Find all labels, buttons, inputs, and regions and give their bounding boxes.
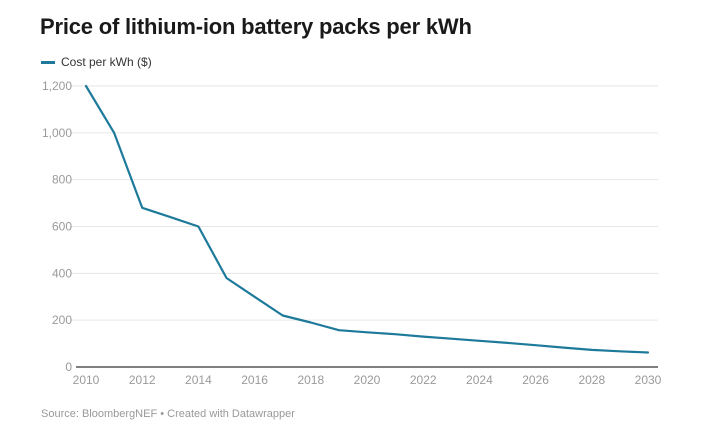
x-tick-label: 2016 bbox=[241, 373, 268, 387]
data-point bbox=[254, 296, 256, 298]
chart-title: Price of lithium-ion battery packs per k… bbox=[40, 14, 472, 39]
source-note: Source: BloombergNEF • Created with Data… bbox=[41, 408, 295, 420]
x-tick-label: 2022 bbox=[410, 373, 437, 387]
data-point bbox=[366, 331, 368, 333]
data-point bbox=[310, 321, 312, 323]
x-tick-label: 2024 bbox=[466, 373, 493, 387]
y-tick-label: 400 bbox=[52, 266, 72, 280]
y-tick-label: 200 bbox=[52, 313, 72, 327]
data-point bbox=[422, 335, 424, 337]
gridlines bbox=[70, 85, 658, 321]
data-point bbox=[282, 314, 284, 316]
data-point bbox=[535, 344, 537, 346]
data-point bbox=[169, 216, 171, 218]
y-tick-label: 600 bbox=[52, 220, 72, 234]
data-point bbox=[506, 342, 508, 344]
y-tick-label: 1,200 bbox=[42, 79, 72, 93]
y-axis-ticks: 0 200 400 600 800 1,000 1,200 bbox=[42, 79, 72, 374]
y-tick-label: 1,000 bbox=[42, 126, 72, 140]
x-tick-label: 2030 bbox=[635, 373, 662, 387]
legend: Cost per kWh ($) bbox=[41, 55, 152, 69]
y-tick-label: 0 bbox=[65, 360, 72, 374]
x-tick-label: 2010 bbox=[73, 373, 100, 387]
y-tick-label: 800 bbox=[52, 173, 72, 187]
data-point bbox=[113, 132, 115, 134]
x-tick-label: 2028 bbox=[578, 373, 605, 387]
x-axis-ticks: 2010 2012 2014 2016 2018 2020 2022 2024 2026 2028… bbox=[73, 373, 662, 387]
data-point bbox=[394, 333, 396, 335]
data-point bbox=[563, 346, 565, 348]
series-line-cost-per-kwh bbox=[84, 84, 650, 354]
data-point bbox=[591, 349, 593, 351]
x-tick-label: 2018 bbox=[297, 373, 324, 387]
data-point bbox=[225, 277, 227, 279]
x-tick-label: 2026 bbox=[522, 373, 549, 387]
x-tick-label: 2020 bbox=[354, 373, 381, 387]
series-group bbox=[84, 84, 650, 354]
data-point bbox=[647, 351, 649, 353]
x-tick-label: 2014 bbox=[185, 373, 212, 387]
data-point bbox=[141, 207, 143, 209]
data-point bbox=[450, 338, 452, 340]
x-tick-label: 2012 bbox=[129, 373, 156, 387]
data-point bbox=[619, 350, 621, 352]
data-point bbox=[197, 225, 199, 227]
data-point bbox=[338, 329, 340, 331]
data-point bbox=[478, 340, 480, 342]
legend-line-swatch-icon bbox=[41, 60, 55, 64]
data-point bbox=[85, 85, 87, 87]
legend-label: Cost per kWh ($) bbox=[61, 55, 152, 69]
